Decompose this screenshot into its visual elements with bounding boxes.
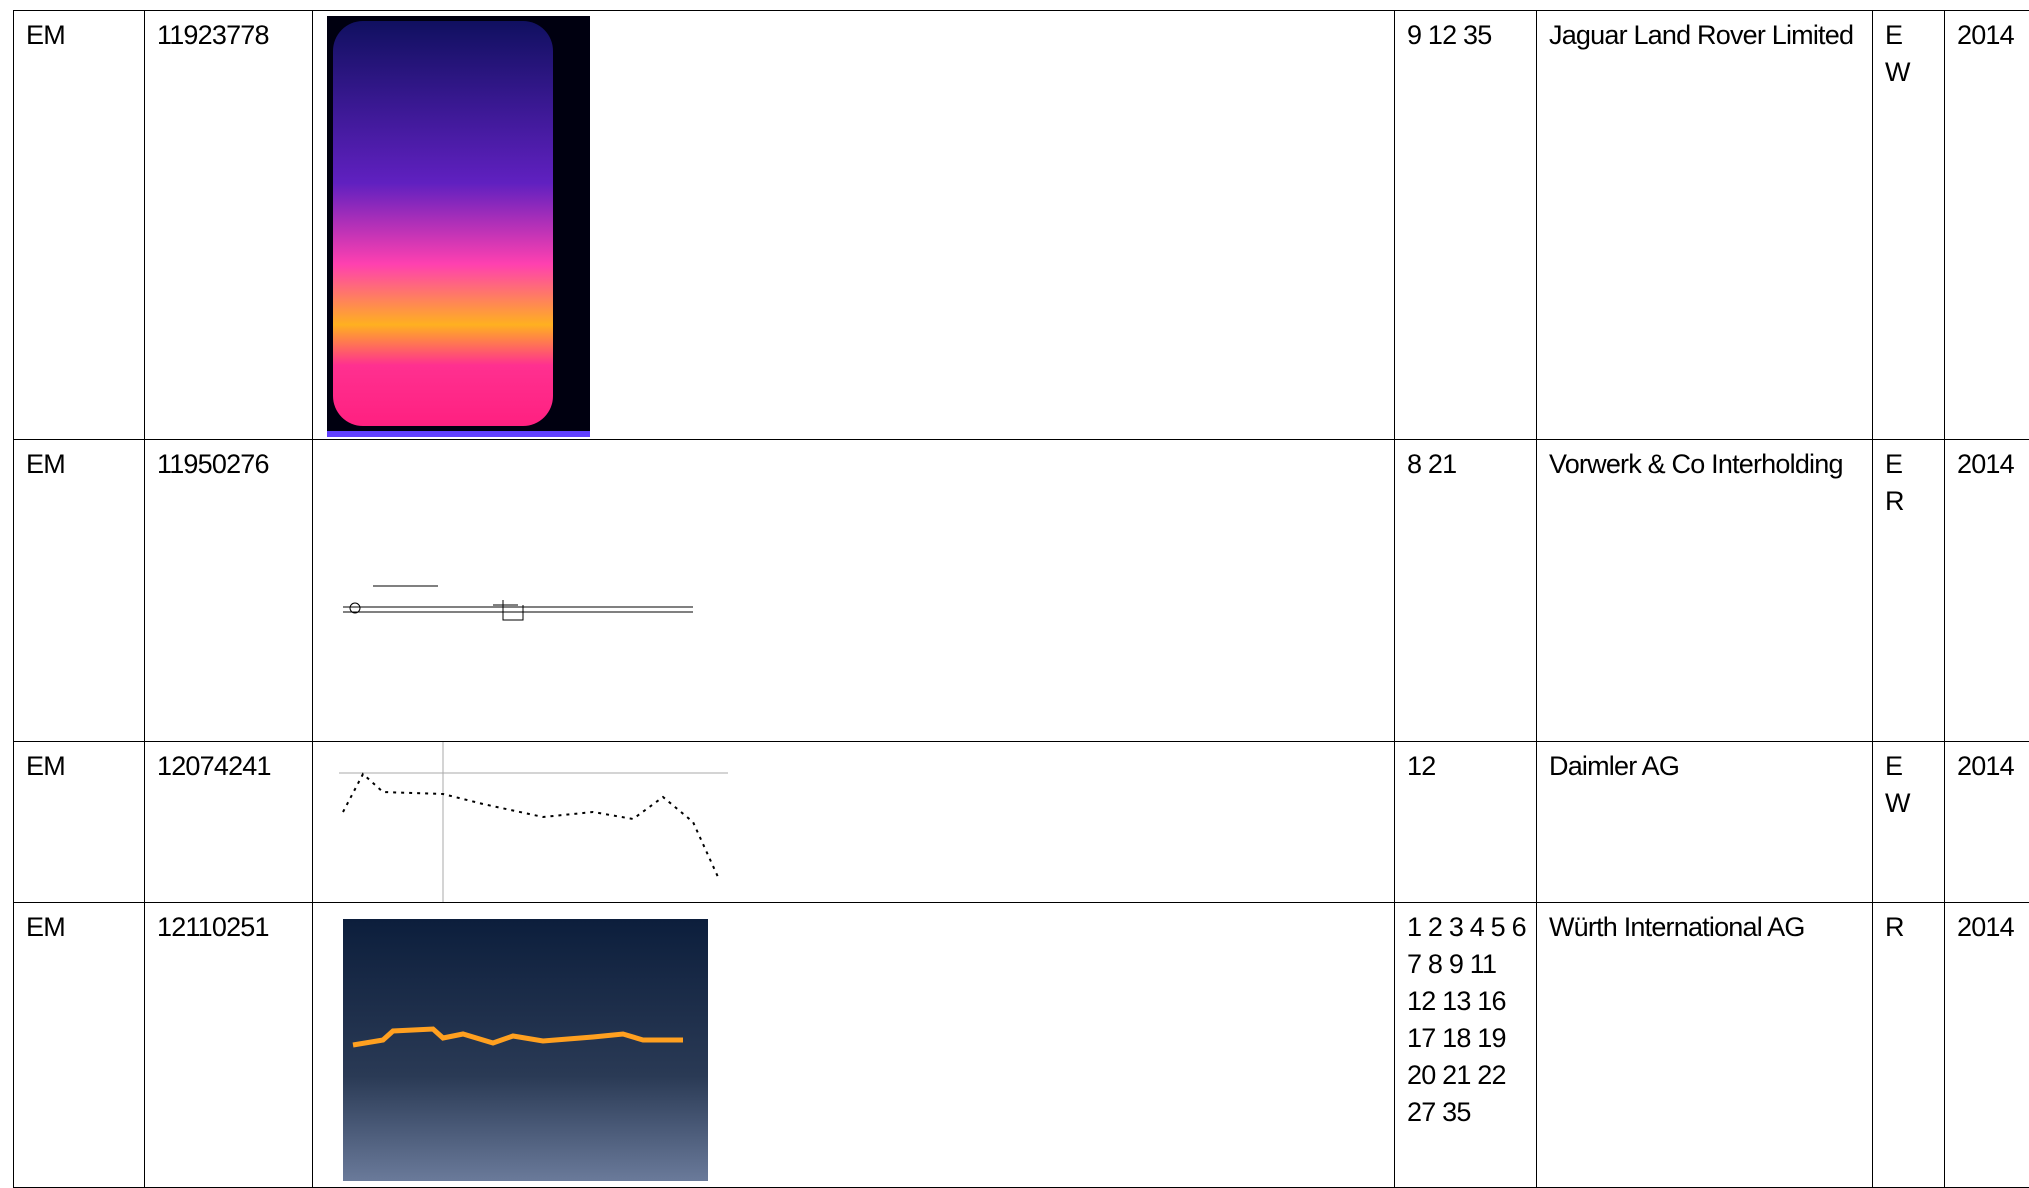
cell: E W (1873, 742, 1945, 903)
cell: 8 21 (1395, 440, 1537, 742)
cell: 2014 (1945, 440, 2029, 742)
image-cell (313, 440, 1395, 742)
cell: E R (1873, 440, 1945, 742)
type: E R (1885, 446, 1904, 520)
cell: 2014 (1945, 11, 2029, 440)
cell: 12 (1395, 742, 1537, 903)
cell: 9 12 35 (1395, 11, 1537, 440)
cell: 11923778 (145, 11, 313, 440)
score-image (313, 440, 733, 742)
cell: EM (14, 440, 145, 742)
row: EM 11923778 9 12 35 Jaguar Land Rover Li… (14, 11, 2029, 440)
cell: 12074241 (145, 742, 313, 903)
cell: 2014 (1945, 742, 2029, 903)
cell: EM (14, 903, 145, 1188)
cell: EM (14, 742, 145, 903)
cell: EM (14, 11, 145, 440)
cell: Daimler AG (1537, 742, 1873, 903)
cell: 11950276 (145, 440, 313, 742)
cell: 2014 (1945, 903, 2029, 1188)
cell: 12110251 (145, 903, 313, 1188)
spectrogram-image (313, 11, 613, 440)
row: EM 11950276 8 21 Vorwerk & Co Interholdi… (14, 440, 2029, 742)
row: EM 12074241 12 Daimler AG E W 2014 (14, 742, 2029, 903)
cell: Vorwerk & Co Interholding (1537, 440, 1873, 742)
row: EM 12110251 1 2 3 4 5 6 7 8 9 11 12 13 1… (14, 903, 2029, 1188)
cell: Jaguar Land Rover Limited (1537, 11, 1873, 440)
image-cell (313, 903, 1395, 1188)
type: E W (1885, 17, 1910, 91)
cell: R (1873, 903, 1945, 1188)
cell: E W (1873, 11, 1945, 440)
plot-image (313, 742, 753, 903)
image-cell (313, 11, 1395, 440)
cell: 1 2 3 4 5 6 7 8 9 11 12 13 16 17 18 19 2… (1395, 903, 1537, 1188)
spectrogram-image (313, 903, 733, 1188)
image-cell (313, 742, 1395, 903)
trademark-table: EM 11923778 9 12 35 Jaguar Land Rover Li… (13, 10, 2029, 1188)
type: R (1885, 909, 1904, 946)
cell: Würth International AG (1537, 903, 1873, 1188)
type: E W (1885, 748, 1910, 822)
